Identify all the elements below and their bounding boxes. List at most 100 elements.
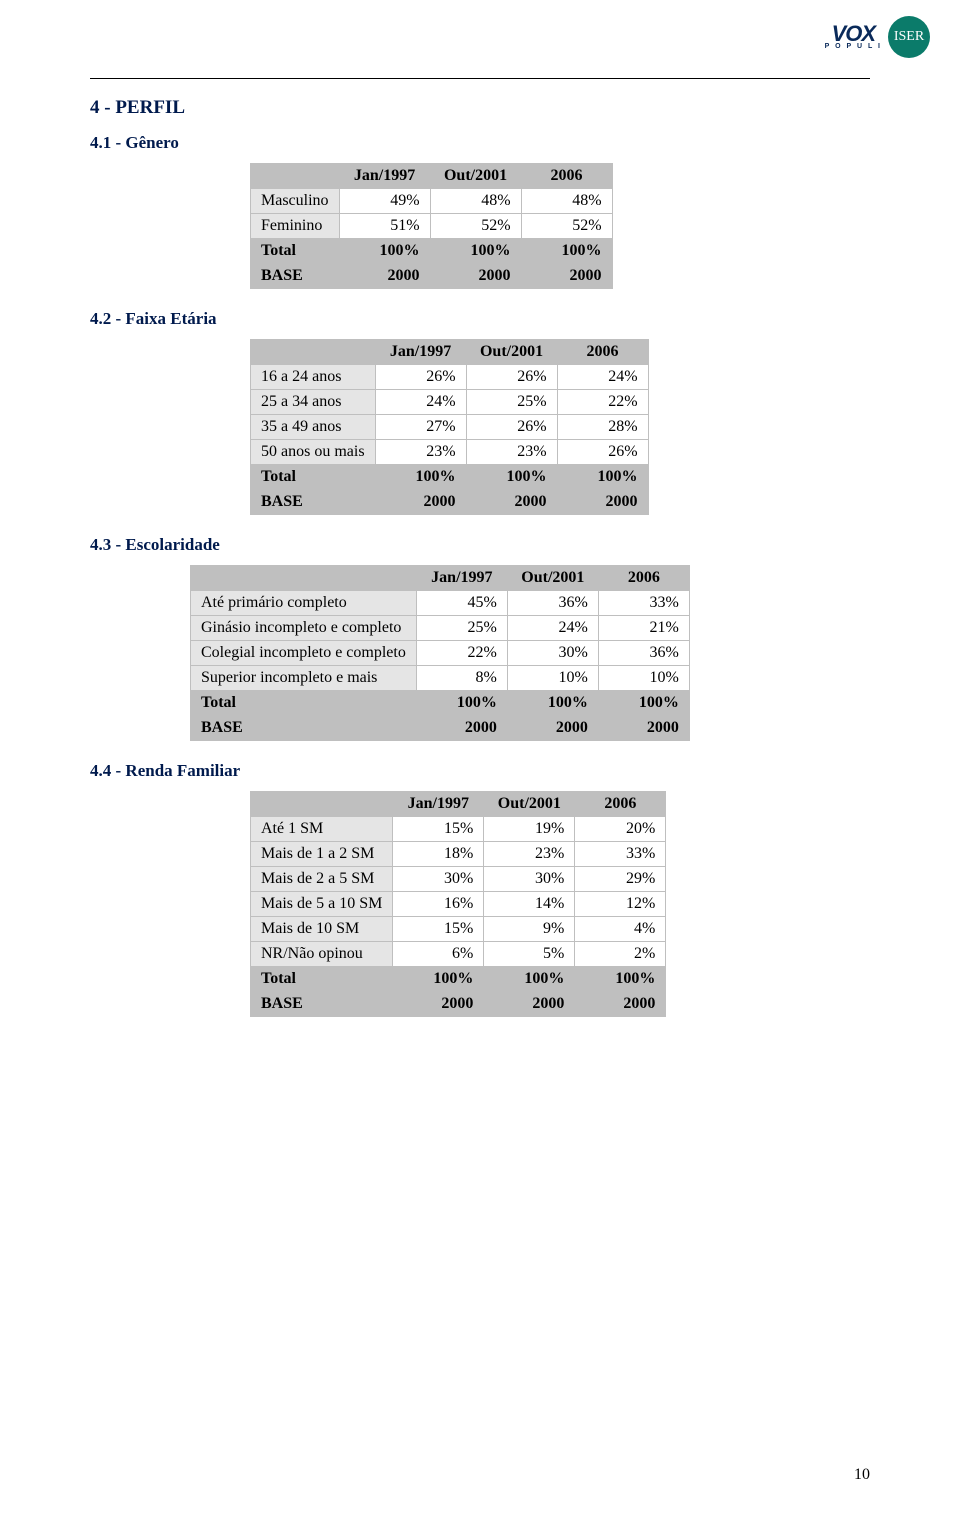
cell: 21% [598,616,689,641]
col-blank [251,164,340,189]
row-label: NR/Não opinou [251,942,393,967]
row-label: Colegial incompleto e completo [191,641,417,666]
base-row: BASE200020002000 [251,490,649,515]
table-row: Até 1 SM15%19%20% [251,817,666,842]
cell: 16% [393,892,484,917]
col-h1: Jan/1997 [375,340,466,365]
cell: 24% [507,616,598,641]
cell: 19% [484,817,575,842]
cell: 6% [393,942,484,967]
cell: 2000 [598,716,689,741]
col-h3: 2006 [557,340,648,365]
col-h1: Jan/1997 [339,164,430,189]
header-rule [90,78,870,79]
cell: 10% [507,666,598,691]
cell: 29% [575,867,666,892]
cell: 30% [393,867,484,892]
cell: 48% [521,189,612,214]
cell: 20% [575,817,666,842]
cell: 26% [557,440,648,465]
cell: 14% [484,892,575,917]
cell: 4% [575,917,666,942]
cell: 9% [484,917,575,942]
sub-genero: 4.1 - Gênero [90,133,870,153]
cell: 25% [466,390,557,415]
cell: 2% [575,942,666,967]
cell: 27% [375,415,466,440]
page-number: 10 [854,1466,870,1484]
table-row: 25 a 34 anos24%25%22% [251,390,649,415]
cell: 10% [598,666,689,691]
base-row: BASE200020002000 [251,264,613,289]
cell: 23% [466,440,557,465]
cell: 2000 [416,716,507,741]
row-label: Masculino [251,189,340,214]
total-row: Total100%100%100% [191,691,690,716]
cell: 100% [484,967,575,992]
cell: 52% [521,214,612,239]
cell: 100% [430,239,521,264]
cell: 30% [507,641,598,666]
table-genero: Jan/1997Out/20012006Masculino49%48%48%Fe… [250,163,613,289]
cell: 36% [507,591,598,616]
total-label: Total [191,691,417,716]
table-faixa: Jan/1997Out/2001200616 a 24 anos26%26%24… [250,339,649,515]
table-escolaridade: Jan/1997Out/20012006Até primário complet… [190,565,690,741]
cell: 2000 [521,264,612,289]
cell: 18% [393,842,484,867]
table-row: Mais de 2 a 5 SM30%30%29% [251,867,666,892]
col-h2: Out/2001 [484,792,575,817]
cell: 45% [416,591,507,616]
table-row: Ginásio incompleto e completo25%24%21% [191,616,690,641]
iser-logo: ISER [888,16,930,58]
col-h3: 2006 [598,566,689,591]
total-row: Total100%100%100% [251,239,613,264]
sub-escolaridade: 4.3 - Escolaridade [90,535,870,555]
total-label: Total [251,239,340,264]
cell: 100% [416,691,507,716]
cell: 100% [598,691,689,716]
cell: 100% [375,465,466,490]
cell: 49% [339,189,430,214]
cell: 2000 [484,992,575,1017]
cell: 2000 [430,264,521,289]
table-row: Superior incompleto e mais8%10%10% [191,666,690,691]
sub-renda: 4.4 - Renda Familiar [90,761,870,781]
cell: 48% [430,189,521,214]
base-label: BASE [251,264,340,289]
cell: 22% [416,641,507,666]
table-row: 50 anos ou mais23%23%26% [251,440,649,465]
row-label: 35 a 49 anos [251,415,376,440]
col-h1: Jan/1997 [416,566,507,591]
col-blank [191,566,417,591]
base-row: BASE200020002000 [251,992,666,1017]
cell: 100% [557,465,648,490]
col-h3: 2006 [575,792,666,817]
sub-faixa: 4.2 - Faixa Etária [90,309,870,329]
cell: 52% [430,214,521,239]
cell: 8% [416,666,507,691]
cell: 100% [521,239,612,264]
cell: 12% [575,892,666,917]
table-row: Até primário completo45%36%33% [191,591,690,616]
total-row: Total100%100%100% [251,465,649,490]
col-h1: Jan/1997 [393,792,484,817]
cell: 25% [416,616,507,641]
base-row: BASE200020002000 [191,716,690,741]
row-label: Mais de 1 a 2 SM [251,842,393,867]
total-row: Total100%100%100% [251,967,666,992]
logo-block: VOX P O P U L I ISER [825,16,930,58]
cell: 100% [393,967,484,992]
cell: 100% [466,465,557,490]
col-h2: Out/2001 [507,566,598,591]
col-blank [251,792,393,817]
row-label: Até primário completo [191,591,417,616]
cell: 100% [507,691,598,716]
total-label: Total [251,967,393,992]
row-label: Feminino [251,214,340,239]
row-label: 25 a 34 anos [251,390,376,415]
col-h2: Out/2001 [466,340,557,365]
cell: 2000 [339,264,430,289]
vox-sub: P O P U L I [825,44,882,50]
page: VOX P O P U L I ISER 4 - PERFIL 4.1 - Gê… [0,0,960,1518]
